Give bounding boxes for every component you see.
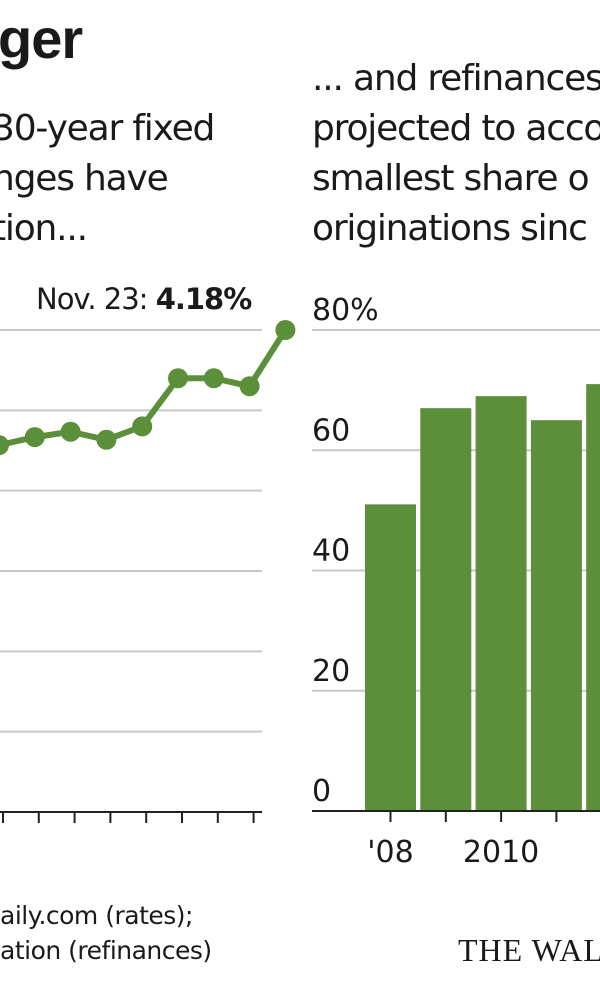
rate-data-point xyxy=(203,368,224,389)
rate-data-point xyxy=(60,421,81,442)
rate-callout: Nov. 23: 4.18% xyxy=(36,282,253,316)
refinance-bar xyxy=(475,396,527,811)
x-tick-label: '08 xyxy=(367,835,413,870)
right-chart-description: ... and refinances projected to acco sma… xyxy=(312,58,600,249)
refinance-bar xyxy=(586,384,600,811)
callout-value: 4.18% xyxy=(155,282,253,316)
refinance-bar xyxy=(365,504,416,811)
rate-data-point xyxy=(24,427,45,448)
rate-data-point xyxy=(168,368,188,389)
refinance-bar xyxy=(420,408,472,811)
rate-data-point xyxy=(0,435,9,456)
rate-data-point xyxy=(96,429,117,450)
rate-data-point xyxy=(132,416,153,437)
source-note: aily.com (rates); ation (refinances) xyxy=(0,901,212,965)
y-tick-label: 60 xyxy=(312,413,350,448)
y-tick-label: 80% xyxy=(312,293,379,328)
rate-data-point xyxy=(239,376,260,397)
headline: ger xyxy=(0,7,83,70)
refinance-bar xyxy=(530,420,582,811)
left-chart-description: 30-year fixed nges have tion... xyxy=(0,108,215,249)
callout-date: Nov. 23: xyxy=(36,282,148,316)
y-tick-label: 0 xyxy=(312,774,331,809)
y-tick-label: 20 xyxy=(312,654,350,689)
x-tick-label: 2010 xyxy=(463,835,539,870)
y-tick-label: 40 xyxy=(312,534,350,569)
x-tick-label: '1 xyxy=(598,835,600,870)
publisher-logo: THE WAL xyxy=(458,932,600,968)
rate-data-point xyxy=(275,320,296,340)
